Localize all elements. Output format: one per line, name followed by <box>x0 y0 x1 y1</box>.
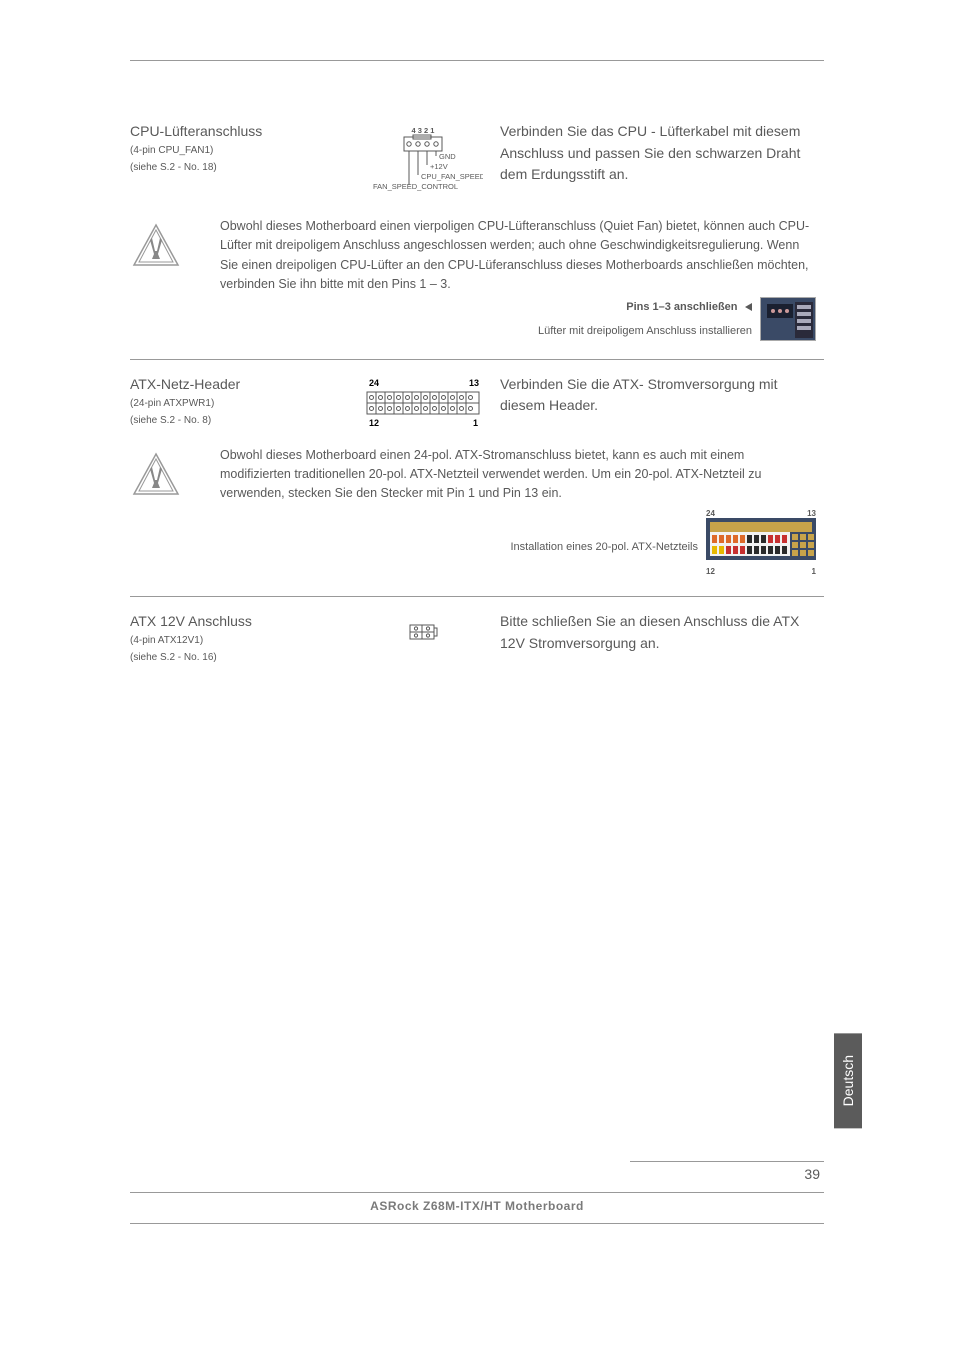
pin-4321: 4 3 2 1 <box>411 126 434 135</box>
section-cpu-fan: CPU-Lüfteranschluss (4-pin CPU_FAN1) (si… <box>130 121 824 203</box>
footer-text: ASRock Z68M-ITX/HT Motherboard <box>130 1199 824 1213</box>
lbl-speed: CPU_FAN_SPEED <box>421 172 483 181</box>
note-cpu-fan-cap-sub: Lüfter mit dreipoligem Anschluss install… <box>538 323 752 340</box>
warning-icon <box>130 217 220 273</box>
inset-lbl-24: 24 <box>706 508 715 520</box>
cpu-fan-title: CPU-Lüfteranschluss <box>130 121 345 142</box>
note-atx24-body: Obwohl dieses Motherboard einen 24-pol. … <box>220 446 824 579</box>
footer-rule <box>130 1192 824 1193</box>
lbl-12v: +12V <box>430 162 448 171</box>
divider-2 <box>130 596 824 597</box>
section-atx24: ATX-Netz-Header (24-pin ATXPWR1) (siehe … <box>130 374 824 432</box>
lbl-ctrl: FAN_SPEED_CONTROL <box>373 182 458 191</box>
top-rule <box>130 60 824 61</box>
footer: 39 ASRock Z68M-ITX/HT Motherboard <box>130 1161 824 1230</box>
page-number: 39 <box>130 1166 824 1182</box>
note-atx24-cap: Installation eines 20-pol. ATX-Netzteils <box>511 539 699 556</box>
cpu-fan-inset-image <box>760 297 816 341</box>
section-atx12v: ATX 12V Anschluss (4-pin ATX12V1) (siehe… <box>130 611 824 666</box>
atx12v-desc: Bitte schließen Sie an diesen Anschluss … <box>500 611 824 654</box>
lbl-13: 13 <box>469 378 479 388</box>
note-atx24-text: Obwohl dieses Motherboard einen 24-pol. … <box>220 448 761 501</box>
lbl-12: 12 <box>369 418 379 428</box>
atx12v-diagram <box>345 611 500 643</box>
atx24-sub2: (siehe S.2 - No. 8) <box>130 412 345 429</box>
atx24-sub1: (24-pin ATXPWR1) <box>130 395 345 412</box>
language-tab: Deutsch <box>834 1033 862 1128</box>
inset-lbl-13: 13 <box>807 508 816 520</box>
atx12v-title: ATX 12V Anschluss <box>130 611 345 632</box>
note-cpu-fan-body: Obwohl dieses Motherboard einen vierpoli… <box>220 217 824 341</box>
cpu-fan-sub1: (4-pin CPU_FAN1) <box>130 142 345 159</box>
atx24-title: ATX-Netz-Header <box>130 374 345 395</box>
footer-rule-2 <box>130 1223 824 1224</box>
note-cpu-fan-text: Obwohl dieses Motherboard einen vierpoli… <box>220 219 809 291</box>
atx24-left: ATX-Netz-Header (24-pin ATXPWR1) (siehe … <box>130 374 345 429</box>
cpu-fan-desc: Verbinden Sie das CPU - Lüfterkabel mit … <box>500 121 824 186</box>
cpu-fan-left: CPU-Lüfteranschluss (4-pin CPU_FAN1) (si… <box>130 121 345 176</box>
atx24-diagram: 24 13 12 1 <box>345 374 500 432</box>
atx12v-left: ATX 12V Anschluss (4-pin ATX12V1) (siehe… <box>130 611 345 666</box>
atx24-desc: Verbinden Sie die ATX- Stromversorgung m… <box>500 374 824 417</box>
lbl-1: 1 <box>473 418 478 428</box>
atx12v-sub1: (4-pin ATX12V1) <box>130 632 345 649</box>
cpu-fan-diagram: 4 3 2 1 GND +12V CPU_FAN_SPEED FAN_SPEED… <box>345 121 500 203</box>
note-atx24: Obwohl dieses Motherboard einen 24-pol. … <box>130 446 824 579</box>
atx12v-sub2: (siehe S.2 - No. 16) <box>130 649 345 666</box>
inset-lbl-1: 1 <box>812 566 816 578</box>
inset-lbl-12: 12 <box>706 566 715 578</box>
lbl-gnd: GND <box>439 152 456 161</box>
atx24-inset-image: 24 13 <box>706 518 816 579</box>
warning-icon-2 <box>130 446 220 502</box>
note-cpu-fan-cap-bold: Pins 1–3 anschließen <box>626 301 737 313</box>
note-cpu-fan: Obwohl dieses Motherboard einen vierpoli… <box>130 217 824 341</box>
divider-1 <box>130 359 824 360</box>
arrow-left-icon <box>745 303 752 311</box>
cpu-fan-sub2: (siehe S.2 - No. 18) <box>130 159 345 176</box>
page-number-rule <box>630 1161 824 1162</box>
lbl-24: 24 <box>369 378 379 388</box>
